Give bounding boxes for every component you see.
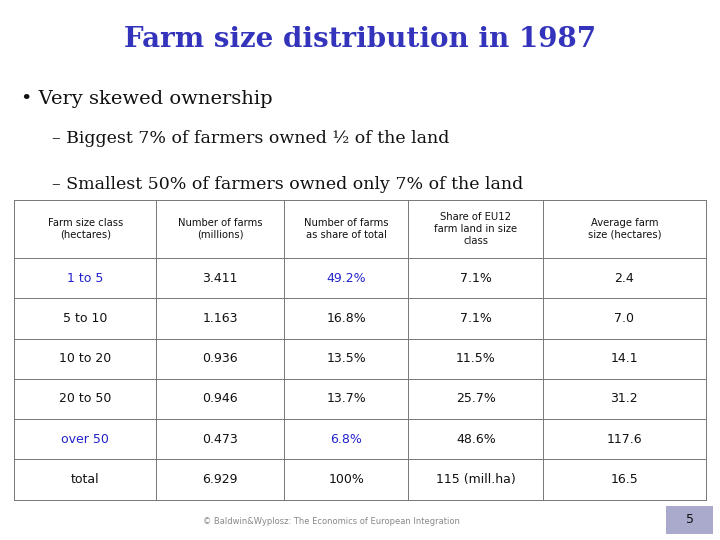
Text: 13.5%: 13.5% (326, 352, 366, 365)
Text: 6.929: 6.929 (202, 473, 238, 486)
Text: 14.1: 14.1 (611, 352, 638, 365)
Text: 0.936: 0.936 (202, 352, 238, 365)
Text: 13.7%: 13.7% (326, 393, 366, 406)
Text: 0.473: 0.473 (202, 433, 238, 446)
Text: 11.5%: 11.5% (456, 352, 495, 365)
Text: 48.6%: 48.6% (456, 433, 495, 446)
Text: 1 to 5: 1 to 5 (67, 272, 104, 285)
Text: 5: 5 (685, 513, 694, 526)
Text: 20 to 50: 20 to 50 (59, 393, 112, 406)
Text: 1.163: 1.163 (202, 312, 238, 325)
Text: 117.6: 117.6 (606, 433, 642, 446)
Text: Farm size distribution in 1987: Farm size distribution in 1987 (124, 25, 596, 52)
Text: 5 to 10: 5 to 10 (63, 312, 107, 325)
Text: 7.1%: 7.1% (460, 272, 492, 285)
Text: 49.2%: 49.2% (326, 272, 366, 285)
Text: Number of farms
(millions): Number of farms (millions) (178, 218, 262, 240)
Text: 7.0: 7.0 (614, 312, 634, 325)
Text: 115 (mill.ha): 115 (mill.ha) (436, 473, 516, 486)
FancyBboxPatch shape (666, 505, 713, 534)
Text: Farm size class
(hectares): Farm size class (hectares) (48, 218, 123, 240)
Text: over 50: over 50 (61, 433, 109, 446)
Text: 10 to 20: 10 to 20 (59, 352, 112, 365)
Text: – Biggest 7% of farmers owned ½ of the land: – Biggest 7% of farmers owned ½ of the l… (53, 130, 450, 147)
Text: total: total (71, 473, 99, 486)
Text: 7.1%: 7.1% (460, 312, 492, 325)
Text: 16.5: 16.5 (611, 473, 638, 486)
Text: 3.411: 3.411 (202, 272, 238, 285)
Text: © Baldwin&Wyplosz: The Economics of European Integration: © Baldwin&Wyplosz: The Economics of Euro… (203, 517, 459, 526)
Text: Number of farms
as share of total: Number of farms as share of total (304, 218, 388, 240)
Text: 31.2: 31.2 (611, 393, 638, 406)
Text: 25.7%: 25.7% (456, 393, 495, 406)
Text: • Very skewed ownership: • Very skewed ownership (22, 90, 273, 109)
Text: 6.8%: 6.8% (330, 433, 362, 446)
Text: 16.8%: 16.8% (326, 312, 366, 325)
Text: Share of EU12
farm land in size
class: Share of EU12 farm land in size class (434, 212, 518, 246)
Text: Average farm
size (hectares): Average farm size (hectares) (588, 218, 661, 240)
Text: 100%: 100% (328, 473, 364, 486)
Text: 0.946: 0.946 (202, 393, 238, 406)
Text: 2.4: 2.4 (614, 272, 634, 285)
Text: – Smallest 50% of farmers owned only 7% of the land: – Smallest 50% of farmers owned only 7% … (53, 176, 523, 193)
